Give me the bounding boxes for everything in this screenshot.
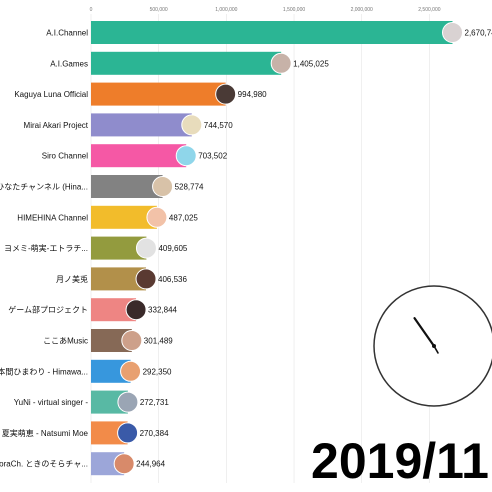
bar xyxy=(91,51,282,75)
x-axis-ticks: 0 500,000 1,000,000 1,500,000 2,000,000 2,500… xyxy=(90,7,441,13)
bar-value-label: 1,405,025 xyxy=(293,59,329,68)
bar xyxy=(91,113,192,137)
bar-row: YuNi - virtual singer - 272,731 xyxy=(14,390,169,414)
bar-category-label: Kaguya Luna Official xyxy=(14,90,88,99)
bar-value-label: 2,670,747 xyxy=(465,29,492,38)
bars: A.I.Channel 2,670,747 A.I.Games 1,405,025 Ka… xyxy=(0,21,492,476)
bar-category-label: ゲーム部プロジェクト xyxy=(8,305,88,315)
avatar-icon xyxy=(117,422,139,444)
avatar-icon xyxy=(120,360,142,382)
bar-row: Mirai Akari Project 744,570 xyxy=(24,113,233,137)
bar xyxy=(91,390,128,414)
clock-center xyxy=(432,344,436,348)
bar-value-label: 409,605 xyxy=(158,244,187,253)
x-tick-label: 0 xyxy=(90,7,93,13)
bar-row: ゲーム部プロジェクト 332,844 xyxy=(8,298,178,322)
bar-row: Kaguya Luna Official 994,980 xyxy=(14,82,267,106)
avatar-icon xyxy=(146,206,168,228)
bar-category-label: 月ノ美兎 xyxy=(56,274,88,284)
bar-value-label: 270,384 xyxy=(140,429,169,438)
bar xyxy=(91,82,226,106)
bar-value-label: 292,350 xyxy=(143,367,172,376)
avatar-icon xyxy=(135,237,157,259)
bar xyxy=(91,421,128,445)
bar-value-label: 487,025 xyxy=(169,213,198,222)
bar-category-label: YuNi - virtual singer - xyxy=(14,398,89,407)
bar-category-label: ヨメミ-萌実-エトラチ... xyxy=(4,243,88,253)
bar-row: SoraCh. ときのそらチャ... 244,964 xyxy=(0,452,166,476)
bar-category-label: SoraCh. ときのそらチャ... xyxy=(0,460,88,469)
bar-row: ここあMusic 301,489 xyxy=(43,329,173,352)
bar-value-label: 301,489 xyxy=(144,337,173,346)
bar-value-label: 244,964 xyxy=(136,460,165,469)
bar xyxy=(91,329,132,352)
bar-row: ヨメミ-萌実-エトラチ... 409,605 xyxy=(4,236,188,260)
bar-row: ひなたチャンネル (Hina... 528,774 xyxy=(0,175,204,198)
bar-value-label: 406,536 xyxy=(158,275,187,284)
date-label: 2019/11 xyxy=(311,433,489,489)
bar-category-label: 夏実萌恵 - Natsumi Moe xyxy=(2,428,89,438)
avatar-icon xyxy=(121,330,143,351)
bar-category-label: HIMEHINA Channel xyxy=(17,213,88,222)
bar-category-label: A.I.Games xyxy=(50,59,88,68)
bar-row: Siro Channel 703,502 xyxy=(42,144,228,168)
bar-category-label: 本間ひまわり - Himawa... xyxy=(0,366,88,376)
bar-value-label: 744,570 xyxy=(204,121,233,130)
avatar-icon xyxy=(215,83,237,105)
bar-value-label: 528,774 xyxy=(175,183,204,192)
bar xyxy=(91,298,137,322)
bar-value-label: 703,502 xyxy=(198,152,227,161)
bar-row: A.I.Channel 2,670,747 xyxy=(46,21,492,44)
avatar-icon xyxy=(117,391,139,413)
bar xyxy=(91,236,147,260)
avatar-icon xyxy=(181,114,203,136)
bar-category-label: A.I.Channel xyxy=(46,29,88,38)
avatar-icon xyxy=(125,299,147,321)
bar xyxy=(91,205,157,229)
bar-value-label: 994,980 xyxy=(238,90,267,99)
bar-category-label: Siro Channel xyxy=(42,152,88,161)
avatar-icon xyxy=(175,145,197,167)
x-tick-label: 1,500,000 xyxy=(283,7,305,13)
bar-value-label: 272,731 xyxy=(140,398,169,407)
bar xyxy=(91,21,453,44)
bar-row: 夏実萌恵 - Natsumi Moe 270,384 xyxy=(2,421,169,445)
bar-value-label: 332,844 xyxy=(148,306,177,315)
bar xyxy=(91,359,131,383)
bar xyxy=(91,175,163,198)
clock-hour-hand xyxy=(413,317,436,348)
avatar-icon xyxy=(442,22,464,43)
clock xyxy=(373,285,492,407)
x-tick-label: 2,000,000 xyxy=(351,7,373,13)
avatar-icon xyxy=(270,52,292,74)
bar xyxy=(91,267,147,291)
bar-category-label: Mirai Akari Project xyxy=(24,121,89,130)
avatar-icon xyxy=(135,268,157,290)
avatar-icon xyxy=(113,453,135,475)
bar-row: 月ノ美兎 406,536 xyxy=(56,267,187,291)
bar-row: 本間ひまわり - Himawa... 292,350 xyxy=(0,359,172,383)
bar-row: HIMEHINA Channel 487,025 xyxy=(17,205,198,229)
x-tick-label: 500,000 xyxy=(150,7,168,13)
bar xyxy=(91,144,187,168)
avatar-icon xyxy=(152,176,174,197)
bar-category-label: ひなたチャンネル (Hina... xyxy=(0,183,88,192)
x-tick-label: 1,000,000 xyxy=(215,7,237,13)
bar-row: A.I.Games 1,405,025 xyxy=(50,51,329,75)
bar-category-label: ここあMusic xyxy=(43,337,88,346)
x-tick-label: 2,500,000 xyxy=(418,7,440,13)
